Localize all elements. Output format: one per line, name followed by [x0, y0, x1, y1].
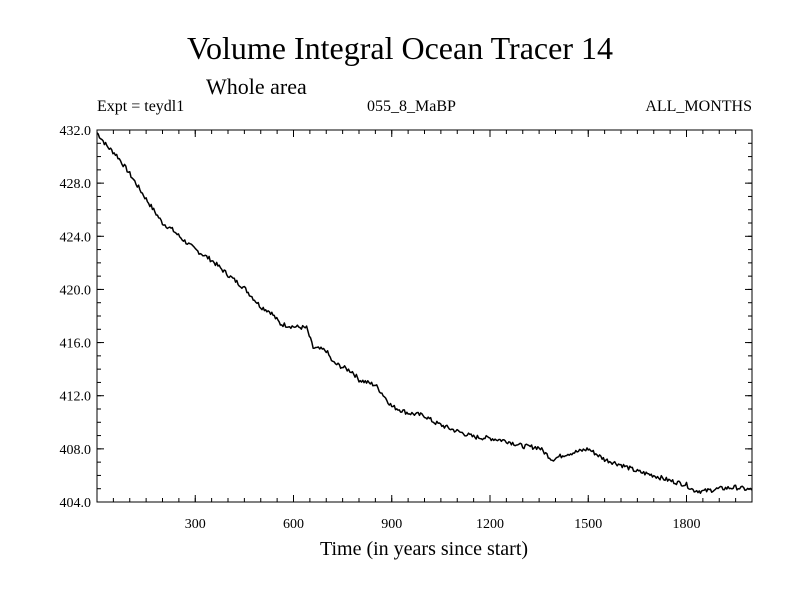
x-tick-label: 300 — [185, 517, 206, 532]
run-label: 055_8_MaBP — [367, 98, 456, 115]
series-layer — [96, 132, 753, 494]
plot-frame — [96, 129, 753, 503]
x-axis-label: Time (in years since start) — [320, 538, 528, 560]
y-tick-label: 416.0 — [60, 337, 92, 352]
x-tick-label: 600 — [283, 517, 304, 532]
x-tick-label: 1500 — [574, 517, 602, 532]
y-axis: 404.0 408.0 412.0 416.0 420.0 424.0 428.0 432.0 — [60, 124, 752, 511]
series-line — [96, 132, 753, 494]
chart-subtitle: Whole area — [206, 74, 307, 99]
months-label: ALL_MONTHS — [645, 98, 752, 115]
y-tick-label: 404.0 — [60, 496, 92, 511]
y-tick-label: 408.0 — [60, 443, 92, 458]
y-tick-label: 420.0 — [60, 283, 92, 298]
x-tick-label: 1800 — [673, 517, 701, 532]
x-tick-label: 1200 — [476, 517, 504, 532]
y-tick-label: 424.0 — [60, 230, 92, 245]
y-tick-label: 432.0 — [60, 124, 92, 139]
x-tick-label: 900 — [381, 517, 402, 532]
y-tick-label: 412.0 — [60, 390, 92, 405]
chart-title: Volume Integral Ocean Tracer 14 — [187, 30, 613, 66]
y-tick-label: 428.0 — [60, 177, 92, 192]
x-axis: 300 600 900 1200 1500 1800 — [112, 130, 737, 532]
experiment-label: Expt = teydl1 — [97, 98, 185, 115]
